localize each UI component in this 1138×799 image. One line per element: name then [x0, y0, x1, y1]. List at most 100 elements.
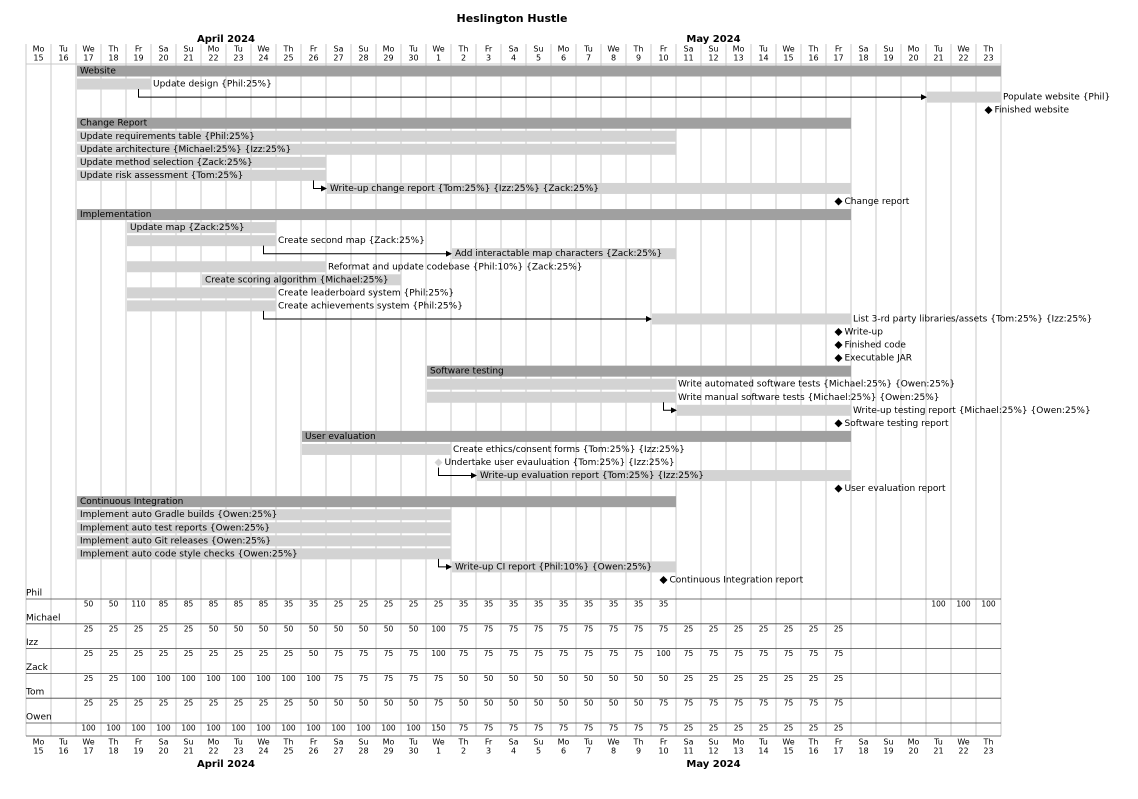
resource-load: 25 [834, 724, 844, 733]
resource-load: 75 [659, 699, 669, 708]
resource-load: 75 [559, 649, 569, 658]
resource-load: 25 [359, 600, 369, 609]
resource-load: 75 [809, 699, 819, 708]
day-label: 18 [858, 54, 868, 63]
day-label: 14 [758, 54, 768, 63]
weekday-label: We [82, 45, 94, 54]
resource-load: 25 [784, 624, 794, 633]
resource-load: 25 [84, 649, 94, 658]
weekday-label: Mo [208, 738, 220, 747]
resource-load: 100 [181, 724, 196, 733]
resource-load: 75 [484, 649, 494, 658]
weekday-label: Th [108, 738, 119, 747]
weekday-label: We [82, 738, 94, 747]
weekday-label: We [782, 738, 794, 747]
task-label: List 3-rd party libraries/assets {Tom:25… [853, 314, 1092, 324]
month-label: April 2024 [197, 34, 255, 45]
day-label: 5 [536, 54, 541, 63]
weekday-label: Fr [135, 45, 143, 54]
day-label: 26 [308, 54, 318, 63]
task-bar [127, 300, 276, 312]
weekday-label: Th [633, 45, 644, 54]
resource-load: 75 [659, 624, 669, 633]
task-bar [77, 522, 451, 534]
weekday-label: We [257, 45, 269, 54]
resource-load: 75 [834, 649, 844, 658]
day-label: 29 [383, 747, 393, 756]
resource-load: 50 [209, 624, 219, 633]
resource-load: 25 [734, 624, 744, 633]
day-label: 21 [933, 54, 943, 63]
task-bar [127, 287, 276, 299]
resource-name: Phil [26, 589, 42, 599]
weekday-label: Mo [733, 738, 745, 747]
group-bar [427, 365, 851, 377]
task-bar [427, 378, 676, 390]
milestone-label: Undertake user evauluation {Tom:25%} {Iz… [445, 458, 675, 468]
weekday-label: Tu [933, 45, 943, 54]
weekday-label: Sa [684, 45, 694, 54]
resource-load: 25 [159, 699, 169, 708]
weekday-label: Mo [33, 738, 45, 747]
resource-load: 75 [334, 649, 344, 658]
day-label: 17 [833, 54, 843, 63]
day-label: 16 [808, 747, 818, 756]
day-label: 22 [958, 747, 968, 756]
resource-load: 50 [84, 600, 94, 609]
task-label: Update risk assessment {Tom:25%} [80, 171, 243, 181]
resource-load: 50 [484, 699, 494, 708]
resource-load: 50 [659, 674, 669, 683]
task-bar [327, 182, 851, 194]
weekday-label: Th [808, 738, 819, 747]
day-label: 28 [358, 747, 368, 756]
resource-load: 50 [584, 674, 594, 683]
task-bar [77, 143, 676, 155]
milestone [834, 484, 843, 493]
resource-load: 25 [759, 674, 769, 683]
resource-load: 25 [259, 699, 269, 708]
resource-load: 50 [334, 624, 344, 633]
resource-load: 75 [509, 724, 519, 733]
resource-load: 50 [309, 624, 319, 633]
weekday-label: We [957, 45, 969, 54]
day-label: 26 [308, 747, 318, 756]
resource-load: 75 [409, 649, 419, 658]
resource-load: 25 [184, 649, 194, 658]
resource-load: 100 [131, 724, 146, 733]
resource-load: 75 [784, 699, 794, 708]
resource-load: 75 [459, 724, 469, 733]
dependency-arrow [438, 558, 452, 570]
day-label: 10 [658, 54, 668, 63]
resource-load: 75 [359, 674, 369, 683]
resource-load: 75 [709, 649, 719, 658]
task-label: Write automated software tests {Michael:… [678, 380, 955, 390]
resource-load: 75 [709, 699, 719, 708]
day-label: 17 [833, 747, 843, 756]
milestone [834, 354, 843, 363]
resource-load: 100 [131, 674, 146, 683]
weekday-label: Su [883, 45, 893, 54]
day-label: 11 [683, 54, 693, 63]
task-label: Create leaderboard system {Phil:25%} [278, 288, 454, 298]
resource-load: 100 [256, 724, 271, 733]
milestone [834, 341, 843, 350]
resource-name: Tom [25, 688, 44, 698]
resource-load: 25 [209, 699, 219, 708]
weekday-label: Su [183, 738, 193, 747]
resource-load: 75 [634, 624, 644, 633]
resource-load: 25 [684, 624, 694, 633]
resource-load: 25 [434, 600, 444, 609]
weekday-label: Su [533, 738, 543, 747]
day-label: 4 [511, 747, 516, 756]
resource-name: Izz [26, 638, 38, 648]
day-label: 16 [58, 54, 68, 63]
task-bar [77, 509, 451, 521]
resource-load: 100 [231, 674, 246, 683]
weekday-label: Mo [33, 45, 45, 54]
task-label: Implement auto test reports {Owen:25%} [80, 523, 270, 533]
resource-load: 25 [709, 724, 719, 733]
weekday-label: Mo [908, 45, 920, 54]
resource-load: 75 [484, 624, 494, 633]
weekday-label: Tu [58, 738, 68, 747]
task-bar [452, 248, 676, 260]
